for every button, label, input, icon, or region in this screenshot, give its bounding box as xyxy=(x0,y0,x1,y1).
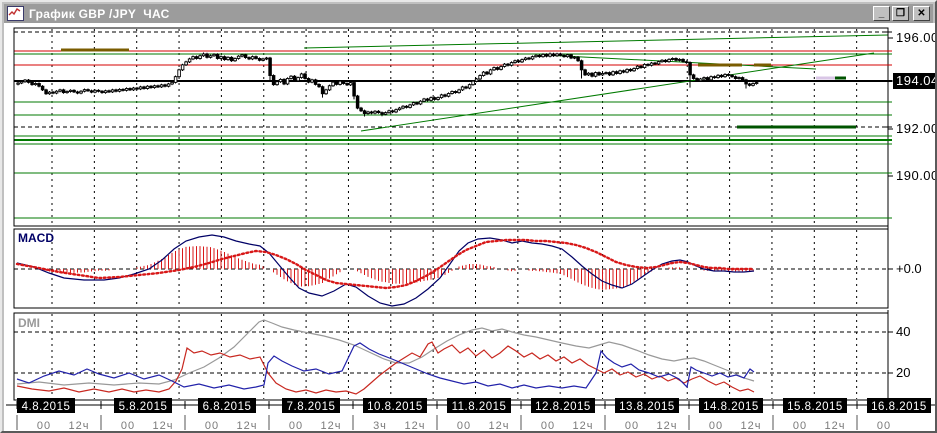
date-label: 14.8.2015 xyxy=(703,401,759,413)
date-label: 16.8.2015 xyxy=(871,401,927,413)
time-label: 00 xyxy=(793,420,807,432)
time-label: 00 xyxy=(877,420,891,432)
title-bar[interactable]: График GBP /JPY ЧАС _ ❐ ✕ xyxy=(4,4,933,23)
time-label: 00 xyxy=(205,420,219,432)
time-label: 12ч xyxy=(573,420,594,432)
dmi-panel: 40 20 DMI xyxy=(14,316,910,395)
svg-text:190.00: 190.00 xyxy=(896,168,937,183)
close-button[interactable]: ✕ xyxy=(913,6,930,21)
chart-client-area[interactable]: 196.00 194.04 192.00 190.00 MACD +0.0 40 20 DMI 4… xyxy=(4,23,935,431)
date-label: 7.8.2015 xyxy=(287,401,336,413)
date-label-box xyxy=(447,398,511,413)
date-label-box xyxy=(867,398,931,413)
date-label: 15.8.2015 xyxy=(787,401,843,413)
svg-text:194.04: 194.04 xyxy=(896,73,937,88)
date-label-box xyxy=(615,398,679,413)
time-label: 00 xyxy=(121,420,135,432)
time-label: 00 xyxy=(541,420,555,432)
maximize-button[interactable]: ❐ xyxy=(892,6,909,21)
macd-line xyxy=(16,234,755,307)
time-label: 00 xyxy=(625,420,639,432)
time-label: 00 xyxy=(457,420,471,432)
time-label: 12ч xyxy=(489,420,510,432)
macd-signal-line xyxy=(15,238,754,290)
time-label: 12ч xyxy=(69,420,90,432)
dmi-minus-di-line xyxy=(16,342,755,390)
time-label: 12ч xyxy=(237,420,258,432)
chart-canvas[interactable]: 196.00194.04192.00190.00MACD+0.04020DMI4… xyxy=(4,23,937,433)
time-label: 12ч xyxy=(741,420,762,432)
svg-text:40: 40 xyxy=(896,324,910,339)
time-label: 00 xyxy=(289,420,303,432)
svg-text:196.00: 196.00 xyxy=(896,30,937,45)
window-title: График GBP /JPY ЧАС xyxy=(29,6,170,21)
time-label: 12ч xyxy=(825,420,846,432)
date-label: 5.8.2015 xyxy=(119,401,168,413)
chart-icon xyxy=(7,6,24,21)
minimize-button[interactable]: _ xyxy=(873,6,890,21)
date-label-box xyxy=(531,398,595,413)
date-label-box xyxy=(114,398,172,413)
date-label-box xyxy=(282,398,340,413)
price-axis: 196.00 194.04 192.00 190.00 xyxy=(885,30,937,219)
macd-zero-label: +0.0 xyxy=(896,261,922,276)
macd-histogram xyxy=(45,246,754,290)
date-label: 6.8.2015 xyxy=(203,401,252,413)
date-label-box xyxy=(699,398,763,413)
date-label: 13.8.2015 xyxy=(619,401,675,413)
macd-panel: MACD +0.0 xyxy=(14,231,922,307)
date-label: 10.8.2015 xyxy=(367,401,423,413)
time-label: 3ч xyxy=(373,420,387,432)
macd-label: MACD xyxy=(18,231,54,245)
time-label: 12ч xyxy=(657,420,678,432)
time-label: 12ч xyxy=(405,420,426,432)
dmi-plus-di-line xyxy=(16,341,755,395)
date-label: 4.8.2015 xyxy=(22,401,71,413)
candlesticks xyxy=(16,52,759,117)
x-axis: 4.8.2015 00 12ч 5.8.2015 00 12ч 6.8.2015 00 12ч 7… xyxy=(6,398,935,432)
date-label: 11.8.2015 xyxy=(452,401,507,413)
date-label-box xyxy=(783,398,847,413)
time-label: 00 xyxy=(709,420,723,432)
date-label: 12.8.2015 xyxy=(535,401,591,413)
svg-text:20: 20 xyxy=(896,365,910,380)
date-label-box xyxy=(198,398,256,413)
date-label-box xyxy=(363,398,427,413)
date-label-box xyxy=(17,398,75,413)
svg-text:192.00: 192.00 xyxy=(896,121,937,136)
time-label: 12ч xyxy=(153,420,174,432)
dmi-adx-line xyxy=(16,319,755,386)
time-label: 12ч xyxy=(321,420,342,432)
time-label: 00 xyxy=(37,420,51,432)
price-panel xyxy=(14,31,889,219)
dmi-label: DMI xyxy=(18,316,40,330)
